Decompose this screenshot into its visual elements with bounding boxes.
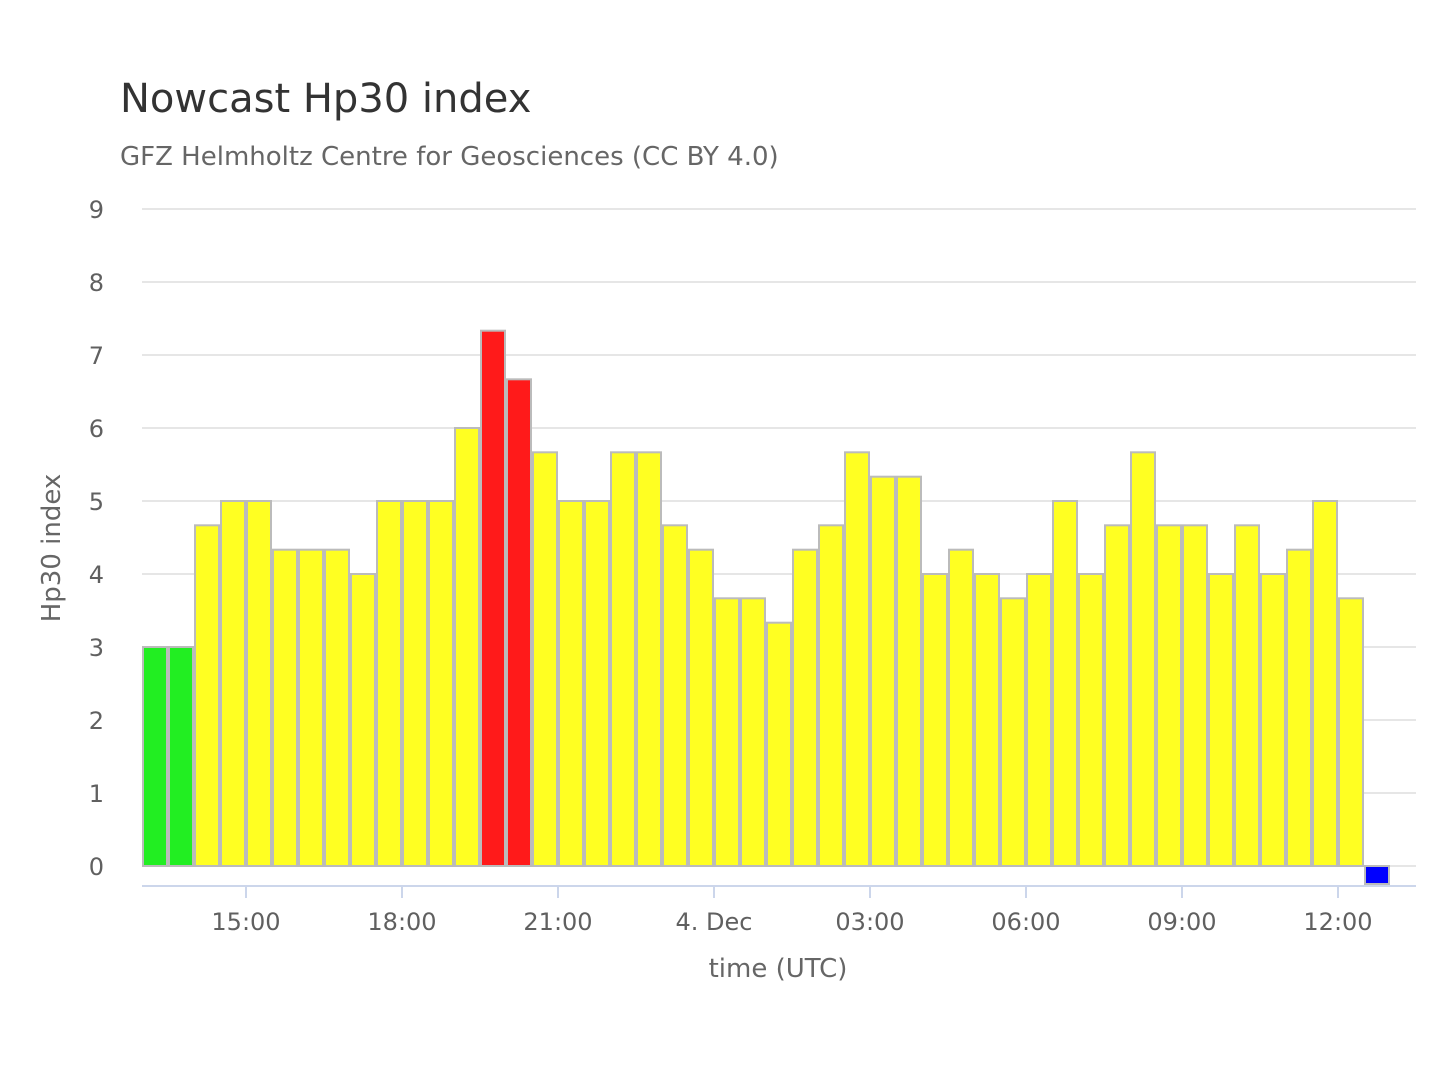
bar xyxy=(376,500,402,867)
bar xyxy=(246,500,272,867)
bar xyxy=(922,573,948,867)
x-tick-label: 06:00 xyxy=(991,908,1060,936)
bar xyxy=(454,427,480,867)
x-tick-label: 03:00 xyxy=(835,908,904,936)
bar xyxy=(662,524,688,868)
bar xyxy=(142,646,168,867)
bar xyxy=(818,524,844,868)
bar xyxy=(1182,524,1208,868)
x-tick-label: 15:00 xyxy=(211,908,280,936)
bar xyxy=(558,500,584,867)
bar xyxy=(766,621,792,867)
bar xyxy=(714,597,740,868)
bar xyxy=(1026,573,1052,867)
chart-subtitle: GFZ Helmholtz Centre for Geosciences (CC… xyxy=(120,142,779,172)
bar xyxy=(1078,573,1104,867)
bar xyxy=(974,573,1000,867)
bar xyxy=(1286,548,1312,867)
y-tick-label: 1 xyxy=(89,780,104,808)
bar xyxy=(636,451,662,867)
bar xyxy=(1156,524,1182,868)
bars xyxy=(142,329,1390,885)
chart-title: Nowcast Hp30 index xyxy=(120,76,532,122)
x-tick-label: 18:00 xyxy=(367,908,436,936)
bar xyxy=(740,597,766,868)
x-tick-label: 12:00 xyxy=(1303,908,1372,936)
bar xyxy=(220,500,246,867)
x-axis-title: time (UTC) xyxy=(709,954,848,984)
y-tick-label: 5 xyxy=(89,488,104,516)
bar xyxy=(1000,597,1026,868)
bar xyxy=(324,548,350,867)
bar xyxy=(1130,451,1156,867)
y-tick-label: 0 xyxy=(89,853,104,881)
bar xyxy=(1052,500,1078,867)
bar xyxy=(168,646,194,867)
bar xyxy=(350,573,376,867)
x-tick-label: 09:00 xyxy=(1147,908,1216,936)
bar xyxy=(1260,573,1286,867)
bar xyxy=(1234,524,1260,868)
bar xyxy=(1338,597,1364,868)
bar xyxy=(1312,500,1338,867)
bar xyxy=(402,500,428,867)
y-tick-label: 6 xyxy=(89,415,104,443)
x-axis: 15:00 18:00 21:00 4. Dec 03:00 06:00 09:00 12:0… xyxy=(142,885,1416,936)
y-tick-label: 9 xyxy=(89,196,104,224)
y-tick-label: 3 xyxy=(89,634,104,662)
x-tick-label: 21:00 xyxy=(523,908,592,936)
bar xyxy=(1364,865,1390,885)
bar xyxy=(844,451,870,867)
bar xyxy=(688,548,714,867)
bar xyxy=(506,378,532,867)
bar xyxy=(1104,524,1130,868)
y-axis-ticks: 0 1 2 3 4 5 6 7 8 9 xyxy=(89,196,104,881)
bar xyxy=(194,524,220,868)
bar xyxy=(532,451,558,867)
y-tick-label: 8 xyxy=(89,269,104,297)
y-axis-title: Hp30 index xyxy=(37,474,67,623)
y-tick-label: 2 xyxy=(89,707,104,735)
bar xyxy=(298,548,324,867)
bar xyxy=(948,548,974,867)
y-tick-label: 7 xyxy=(89,342,104,370)
bar xyxy=(896,475,922,867)
bar xyxy=(1208,573,1234,867)
bar xyxy=(792,548,818,867)
x-tick-label: 4. Dec xyxy=(676,908,753,936)
bar xyxy=(870,475,896,867)
bar xyxy=(584,500,610,867)
bar xyxy=(428,500,454,867)
y-tick-label: 4 xyxy=(89,561,104,589)
bar xyxy=(610,451,636,867)
bar xyxy=(480,329,506,868)
bar xyxy=(272,548,298,867)
